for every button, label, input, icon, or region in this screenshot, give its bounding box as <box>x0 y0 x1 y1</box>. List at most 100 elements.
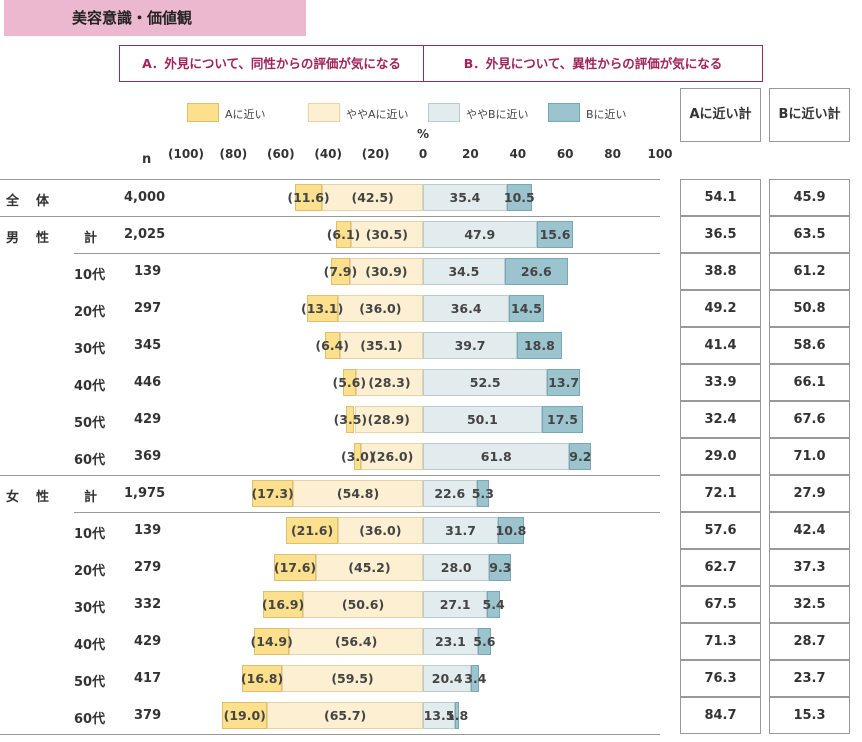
legend-swatch-b <box>548 103 580 122</box>
summary-a-value: 29.0 <box>680 438 761 475</box>
bar-a-label: (6.1) <box>326 227 361 242</box>
bar-b-label: 26.6 <box>520 264 552 279</box>
bar-ya <box>361 443 423 470</box>
summary-b-value: 32.5 <box>769 586 850 623</box>
summary-b-header: Bに近い計 <box>769 88 850 142</box>
chart-row: 10代 139 (7.9) (30.9) 34.5 26.6 38.8 61.2 <box>0 253 862 290</box>
bar-b <box>487 591 501 618</box>
summary-a-value: 38.8 <box>680 253 761 290</box>
bar-b-label: 18.8 <box>523 338 555 353</box>
bar-ya-label: (50.6) <box>341 597 385 612</box>
bar-ya-label: (36.0) <box>359 301 402 316</box>
bar-a <box>331 258 350 285</box>
summary-b-value: 63.5 <box>769 216 850 253</box>
row-n: 2,025 <box>124 227 166 242</box>
bottom-rule <box>0 734 660 735</box>
row-label: 30代 <box>74 601 106 616</box>
summary-a-value: 72.1 <box>680 475 761 512</box>
bar-b <box>477 628 491 655</box>
summary-b-value: 42.4 <box>769 512 850 549</box>
bar-ya-label: (45.2) <box>348 560 391 575</box>
row-n: 139 <box>134 523 162 538</box>
bar-b <box>504 258 568 285</box>
row-label: 40代 <box>74 638 106 653</box>
bar-yb <box>423 406 542 433</box>
header-b: B．外見について、異性からの評価が気になる <box>423 45 763 82</box>
row-group-label: 全 体 <box>6 194 52 209</box>
row-label: 20代 <box>74 305 106 320</box>
summary-b-value: 71.0 <box>769 438 850 475</box>
bar-ya <box>289 628 423 655</box>
bar-a-label: (16.9) <box>261 597 305 612</box>
bar-ya-label: (65.7) <box>324 708 367 723</box>
row-label: 10代 <box>74 268 106 283</box>
bar-yb <box>423 702 455 729</box>
chart-row: 60代 379 (19.0) (65.7) 13.5 1.8 84.7 15.3 <box>0 697 862 734</box>
row-label: 20代 <box>74 564 106 579</box>
scale-tick: 0 <box>418 147 428 161</box>
bar-yb-label: 34.5 <box>448 264 480 279</box>
bar-b <box>509 295 544 322</box>
bar-ya <box>267 702 423 729</box>
chart-row: 30代 332 (16.9) (50.6) 27.1 5.4 67.5 32.5 <box>0 586 862 623</box>
summary-a-value: 54.1 <box>680 179 761 216</box>
row-label: 60代 <box>74 712 106 727</box>
bar-b-label: 1.8 <box>446 708 469 723</box>
bar-a-label: (5.6) <box>332 375 367 390</box>
bar-b-label: 10.8 <box>495 523 527 538</box>
bar-yb <box>423 665 472 692</box>
legend-swatch-a <box>187 103 219 122</box>
bar-yb <box>423 369 548 396</box>
row-n: 345 <box>134 338 162 353</box>
summary-a-value: 57.6 <box>680 512 761 549</box>
summary-b-value: 67.6 <box>769 401 850 438</box>
bar-yb-label: 61.8 <box>480 449 512 464</box>
bar-ya <box>349 258 423 285</box>
bar-b <box>547 369 580 396</box>
chart-row: 20代 279 (17.6) (45.2) 28.0 9.3 62.7 37.3 <box>0 549 862 586</box>
bar-ya-label: (35.1) <box>360 338 403 353</box>
summary-b-value: 37.3 <box>769 549 850 586</box>
row-n: 4,000 <box>124 190 166 205</box>
chart-row: 50代 417 (16.8) (59.5) 20.4 3.4 76.3 23.7 <box>0 660 862 697</box>
separator-men <box>0 216 660 217</box>
bar-ya <box>322 184 423 211</box>
row-n: 379 <box>134 708 162 723</box>
bar-yb <box>423 628 478 655</box>
bar-yb-label: 47.9 <box>464 227 496 242</box>
chart-row: 60代 369 (3.0) (26.0) 61.8 9.2 29.0 71.0 <box>0 438 862 475</box>
bar-b-label: 13.7 <box>548 375 580 390</box>
bar-a <box>252 480 294 507</box>
separator-women <box>0 475 660 476</box>
chart-row: 男 性 計 2,025 (6.1) (30.5) 47.9 15.6 36.5 63.5 <box>0 216 862 253</box>
legend-swatch-yb <box>428 103 460 122</box>
bar-a-label: (6.4) <box>315 338 350 353</box>
row-label: 30代 <box>74 342 106 357</box>
bar-yb-label: 13.5 <box>423 708 455 723</box>
legend-label-b: Bに近い <box>586 108 627 121</box>
summary-b-value: 61.2 <box>769 253 850 290</box>
page-title: 美容意識・価値観 <box>4 0 306 36</box>
bar-a-label: (7.9) <box>323 264 358 279</box>
legend-label-a: Aに近い <box>225 108 266 121</box>
bar-yb <box>423 480 477 507</box>
bar-b <box>569 443 592 470</box>
chart-row: 全 体 4,000 (11.6) (42.5) 35.4 10.5 54.1 45.9 <box>0 179 862 216</box>
summary-b-value: 66.1 <box>769 364 850 401</box>
bar-b <box>517 332 562 359</box>
summary-b-value: 15.3 <box>769 697 850 734</box>
summary-a-value: 76.3 <box>680 660 761 697</box>
bar-a-label: (16.8) <box>240 671 284 686</box>
row-n: 297 <box>134 301 162 316</box>
bar-b-label: 14.5 <box>511 301 542 316</box>
bar-yb <box>423 591 488 618</box>
bar-b-label: 9.3 <box>489 560 512 575</box>
row-label: 50代 <box>74 675 106 690</box>
bar-a-label: (3.5) <box>333 412 368 427</box>
bar-a-label: (14.9) <box>250 634 293 649</box>
bar-ya <box>303 591 423 618</box>
bar-b <box>454 702 460 729</box>
row-label: 40代 <box>74 379 106 394</box>
row-n: 429 <box>134 634 162 649</box>
bar-yb-label: 52.5 <box>469 375 501 390</box>
